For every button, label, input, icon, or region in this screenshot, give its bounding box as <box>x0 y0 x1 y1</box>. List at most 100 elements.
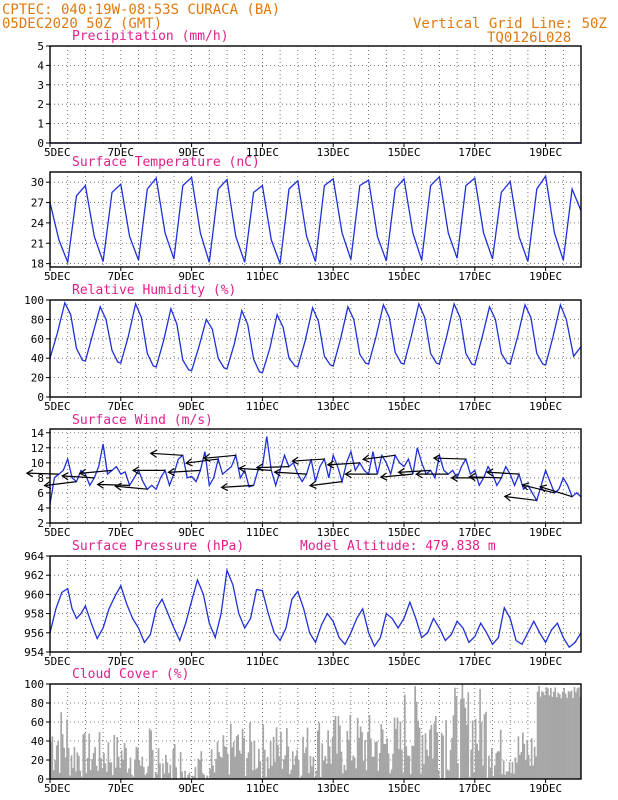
x-tick-label: 11DEC <box>246 270 279 283</box>
x-tick-label: 15DEC <box>387 655 420 668</box>
cloud-bar <box>231 747 234 779</box>
cloud-bar <box>257 748 260 779</box>
cloud-bar <box>129 757 132 779</box>
cloud-bar <box>511 761 514 779</box>
cloud-bar <box>113 735 116 779</box>
series-line-rh <box>49 301 582 374</box>
cloud-bar <box>203 774 206 779</box>
cloud-bar <box>191 775 194 779</box>
cloud-bar <box>256 767 259 779</box>
cloud-bar <box>188 772 191 779</box>
cloud-bar <box>311 766 313 779</box>
panel-title: Relative Humidity (%) <box>72 283 236 298</box>
wind-arrow <box>220 482 254 492</box>
cloud-bar <box>97 770 99 779</box>
x-tick-label: 7DEC <box>108 526 135 539</box>
cloud-bar <box>250 741 253 779</box>
cloud-bar <box>359 726 362 779</box>
cloud-bar <box>346 730 349 779</box>
cloud-bar <box>262 724 265 779</box>
cloud-bar <box>57 740 60 779</box>
cloud-bar <box>373 756 375 779</box>
y-tick-label: 30 <box>31 176 44 189</box>
cloud-bar <box>533 746 536 779</box>
cloud-bar <box>156 773 158 779</box>
cloud-bar <box>73 747 76 779</box>
cloud-bar <box>64 757 67 779</box>
x-tick-label: 19DEC <box>529 270 562 283</box>
cloud-bar <box>107 742 110 779</box>
cloud-bar <box>55 745 58 779</box>
cloud-bar <box>288 774 291 779</box>
wind-arrow <box>361 454 396 463</box>
cloud-bar <box>367 731 369 779</box>
panel-title: Surface Pressure (hPa) <box>72 539 244 554</box>
x-tick-label: 7DEC <box>108 400 135 413</box>
cloud-bar <box>578 687 580 779</box>
y-tick-label: 956 <box>24 627 44 640</box>
y-tick-label: 0 <box>37 391 44 404</box>
wind-arrow <box>485 468 520 477</box>
cloud-bar <box>67 747 70 779</box>
series-line-pres <box>49 567 582 649</box>
cloud-bar <box>437 770 440 779</box>
panel-frame <box>49 171 582 268</box>
y-tick-label: 958 <box>24 608 44 621</box>
cloud-bar <box>480 722 483 779</box>
cloud-bar <box>281 768 284 779</box>
cloud-bar <box>432 758 434 779</box>
y-tick-label: 964 <box>24 550 44 563</box>
cloud-bar <box>327 730 329 779</box>
cloud-bar <box>489 767 492 779</box>
cloud-bar <box>339 725 341 779</box>
cloud-bar <box>468 777 471 779</box>
x-tick-label: 15DEC <box>387 270 420 283</box>
panel-frame <box>49 555 582 653</box>
cloud-bar <box>315 770 318 779</box>
panel-temp: 18 21 24 27 30 5DEC 7DEC 9DEC 11DEC 13DEC 15DEC 17D… <box>31 155 582 283</box>
cloud-bar <box>137 748 139 779</box>
wind-arrow <box>238 464 272 473</box>
cloud-bar <box>527 754 530 779</box>
cloud-bar <box>142 766 145 779</box>
cloud-bar <box>80 776 83 779</box>
cloud-bar <box>455 695 458 779</box>
x-tick-label: 13DEC <box>317 655 350 668</box>
cloud-bar <box>362 760 365 779</box>
cloud-bar <box>175 767 178 779</box>
cloud-bar <box>144 775 147 779</box>
cloud-bar <box>491 748 493 779</box>
x-tick-label: 13DEC <box>317 146 350 159</box>
cloud-bar <box>79 770 82 779</box>
cloud-bar <box>356 717 359 779</box>
cloud-bar <box>364 740 366 779</box>
cloud-bar <box>122 759 124 779</box>
y-tick-label: 6 <box>37 487 44 500</box>
cloud-bar <box>505 771 508 779</box>
cloud-bar <box>104 763 107 779</box>
cloud-bar <box>352 755 355 779</box>
cloud-bar <box>465 724 468 779</box>
cloud-bar <box>277 744 279 779</box>
cloud-bar <box>114 767 117 779</box>
cloud-bar <box>429 729 431 779</box>
cloud-bar <box>572 698 574 779</box>
cloud-bar <box>449 750 452 779</box>
cloud-bar <box>157 748 160 779</box>
x-tick-label: 17DEC <box>458 526 491 539</box>
cloud-bar <box>445 720 447 779</box>
x-tick-label: 5DEC <box>44 146 71 159</box>
cloud-bar <box>396 717 399 779</box>
cloud-bar <box>392 753 394 779</box>
y-tick-label: 27 <box>31 197 44 210</box>
cloud-bar <box>218 752 220 779</box>
cloud-bar <box>135 746 138 779</box>
cloud-bar <box>330 763 332 779</box>
cloud-bar <box>182 777 185 779</box>
panel-cloud: 0 20 40 60 80 100 5DEC 7DEC 9DEC 11DEC 13DEC 15DEC 1… <box>24 667 582 795</box>
wind-arrow <box>167 467 201 477</box>
x-tick-label: 13DEC <box>317 782 350 795</box>
cloud-bar <box>558 694 561 779</box>
x-tick-label: 19DEC <box>529 526 562 539</box>
cloud-bar <box>194 766 197 779</box>
